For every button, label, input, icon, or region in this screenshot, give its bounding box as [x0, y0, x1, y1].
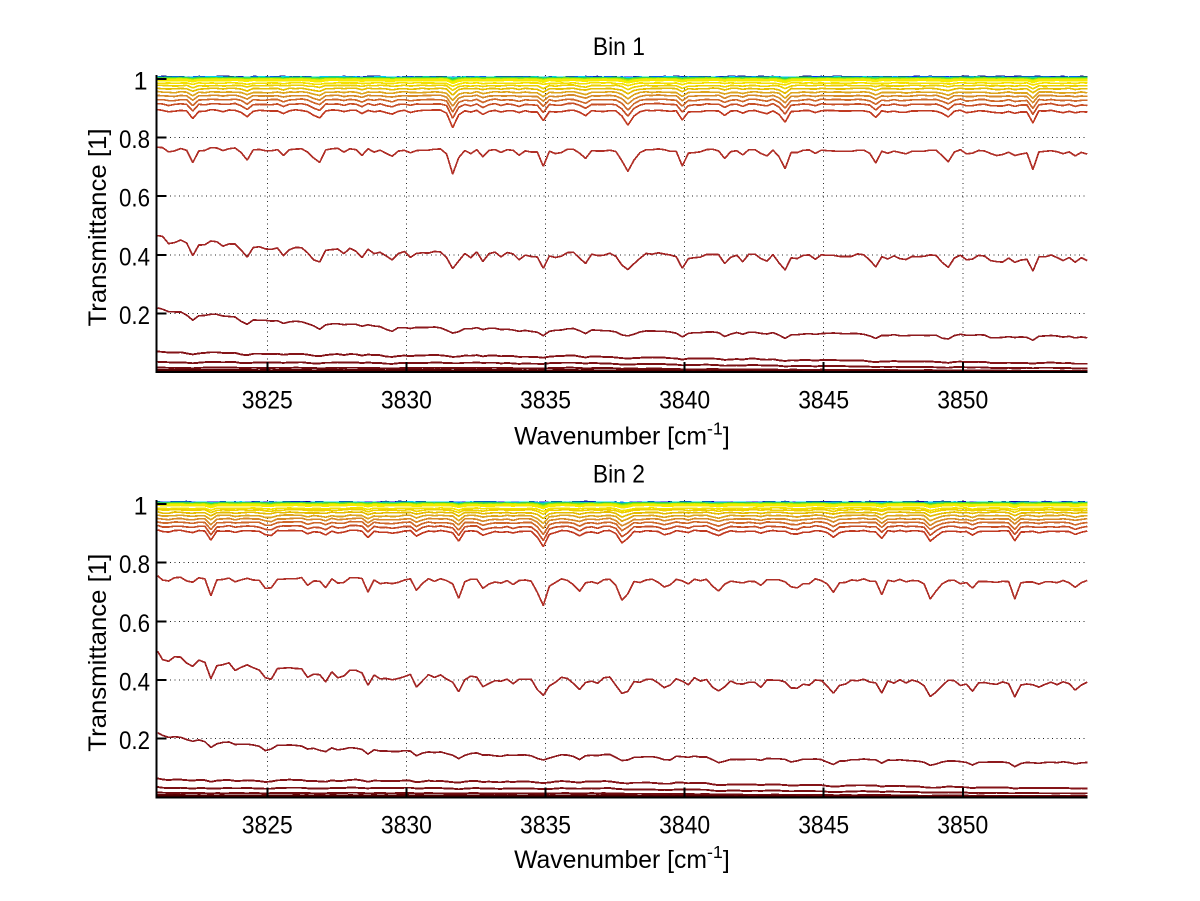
svg-text:Bin 2: Bin 2 — [593, 460, 645, 488]
svg-text:3835: 3835 — [520, 386, 571, 414]
svg-text:Wavenumber [cm-1]: Wavenumber [cm-1] — [514, 418, 730, 450]
svg-text:3825: 3825 — [242, 386, 293, 414]
svg-text:0.6: 0.6 — [119, 610, 150, 638]
svg-text:3845: 3845 — [798, 386, 849, 414]
svg-text:3840: 3840 — [659, 386, 710, 414]
svg-text:3830: 3830 — [381, 812, 432, 840]
svg-text:0.8: 0.8 — [119, 126, 150, 154]
svg-text:0.2: 0.2 — [119, 302, 150, 330]
svg-text:Transmittance [1]: Transmittance [1] — [84, 554, 112, 752]
svg-text:3850: 3850 — [937, 812, 988, 840]
svg-text:3830: 3830 — [381, 386, 432, 414]
svg-text:3835: 3835 — [520, 812, 571, 840]
svg-text:1: 1 — [134, 493, 148, 521]
svg-text:Transmittance [1]: Transmittance [1] — [84, 129, 112, 327]
svg-text:3840: 3840 — [659, 812, 710, 840]
svg-text:3850: 3850 — [937, 386, 988, 414]
svg-text:0.4: 0.4 — [119, 243, 150, 271]
svg-text:1: 1 — [134, 67, 148, 95]
svg-text:0.2: 0.2 — [119, 727, 150, 755]
svg-text:0.6: 0.6 — [119, 185, 150, 213]
svg-text:3825: 3825 — [242, 812, 293, 840]
svg-text:Wavenumber [cm-1]: Wavenumber [cm-1] — [514, 842, 730, 874]
svg-text:0.8: 0.8 — [119, 551, 150, 579]
svg-text:0.4: 0.4 — [119, 669, 150, 697]
svg-text:3845: 3845 — [798, 812, 849, 840]
svg-text:Bin 1: Bin 1 — [593, 33, 645, 61]
